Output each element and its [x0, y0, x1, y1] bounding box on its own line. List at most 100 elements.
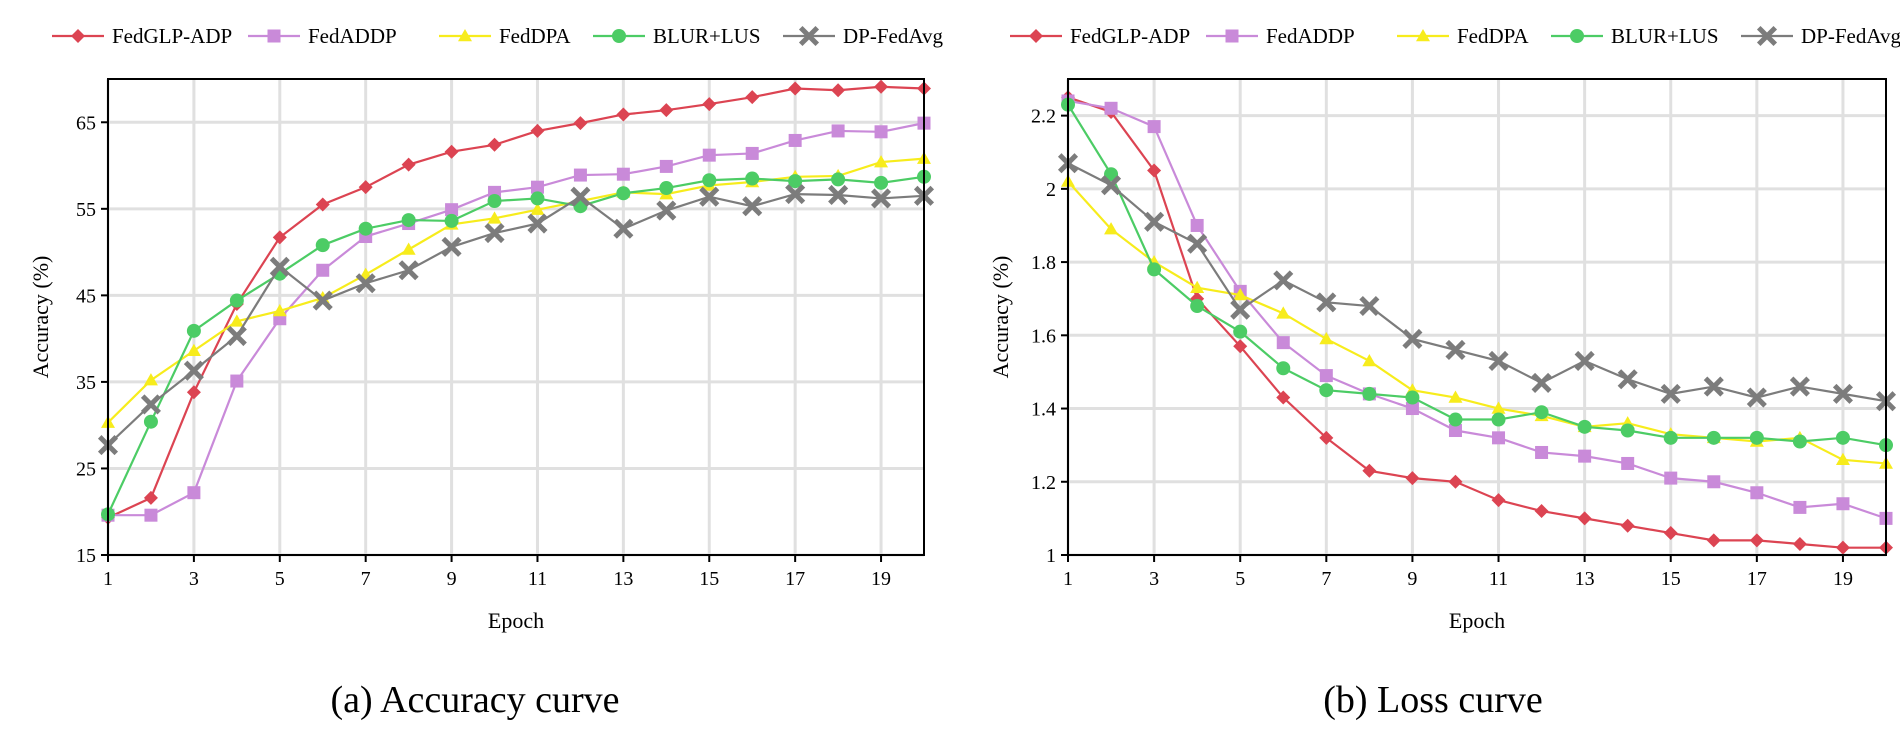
y-tick-label: 35 — [76, 372, 96, 394]
data-point — [1535, 445, 1549, 459]
data-point — [1319, 430, 1334, 445]
data-point — [1448, 424, 1462, 438]
y-tick-label: 1.8 — [1031, 252, 1056, 274]
x-tick-label: 3 — [189, 568, 199, 590]
legend-item-fedaddp: FedADDP — [1206, 24, 1355, 48]
data-point — [1663, 526, 1678, 541]
data-point — [702, 148, 716, 162]
series-fedaddp — [1061, 94, 1893, 525]
legend: FedGLP-ADP FedADDP FedDPA BLUR+LUS DP-FedAvg — [52, 24, 943, 48]
legend-item-blur-lus: BLUR+LUS — [1551, 24, 1719, 48]
x-tick-label: 3 — [1149, 568, 1159, 590]
data-point — [874, 79, 889, 94]
data-point — [831, 172, 846, 187]
data-point — [1835, 540, 1850, 555]
legend-item-dp-fedavg: DP-FedAvg — [1741, 24, 1900, 48]
data-point — [1706, 430, 1721, 445]
data-point — [316, 263, 330, 277]
x-tick-label: 15 — [699, 568, 719, 590]
data-point — [788, 133, 802, 147]
series-line-fedglp-adp — [1067, 96, 1886, 549]
data-point — [828, 184, 849, 206]
data-point — [573, 116, 588, 131]
data-point — [1362, 386, 1377, 401]
data-point — [616, 186, 631, 201]
data-point — [143, 414, 158, 429]
legend-label: FedDPA — [499, 24, 571, 48]
data-point — [1190, 299, 1205, 314]
legend-marker — [612, 29, 626, 43]
data-point — [788, 81, 803, 96]
x-tick-label: 5 — [275, 568, 285, 590]
data-point — [1104, 167, 1119, 182]
data-point — [1792, 537, 1807, 552]
series-feddpa — [101, 151, 931, 428]
legend-label: DP-FedAvg — [1801, 24, 1900, 48]
x-tick-label: 19 — [1833, 568, 1853, 590]
data-point — [315, 238, 330, 253]
data-point — [570, 186, 591, 207]
data-point — [1233, 324, 1248, 339]
y-tick-label: 55 — [76, 199, 96, 221]
data-point — [874, 125, 888, 139]
data-point — [1663, 430, 1678, 445]
chart-caption: (a) Accuracy curve — [330, 679, 619, 721]
data-point — [613, 218, 634, 239]
data-point — [401, 157, 416, 172]
series-blur-lus — [1061, 97, 1893, 453]
y-axis: 15 25 35 45 55 65 — [76, 112, 108, 567]
data-point — [1319, 369, 1333, 383]
data-point — [1405, 402, 1419, 416]
data-point — [1147, 120, 1161, 134]
y-tick-label: 2 — [1046, 179, 1056, 201]
data-point — [1276, 390, 1291, 405]
data-point — [874, 155, 889, 168]
legend-item-blur-lus: BLUR+LUS — [593, 24, 761, 48]
data-point — [1276, 306, 1291, 319]
x-axis: 1 3 5 7 9 11 13 15 17 19 — [103, 555, 891, 590]
series-fedglp-adp — [101, 79, 931, 525]
legend-item-feddpa: FedDPA — [439, 24, 571, 48]
data-point — [1836, 497, 1850, 511]
legend-label: FedGLP-ADP — [112, 24, 232, 48]
x-tick-label: 15 — [1661, 568, 1681, 590]
data-point — [1749, 430, 1764, 445]
data-point — [1749, 533, 1764, 548]
data-point — [1832, 383, 1853, 404]
data-point — [831, 124, 845, 138]
data-point — [1792, 434, 1807, 449]
series-line-feddpa — [107, 157, 925, 424]
data-point — [144, 508, 158, 522]
data-point — [785, 184, 806, 205]
data-point — [1405, 471, 1420, 486]
series-line-blur-lus — [107, 175, 925, 515]
legend-marker — [1756, 25, 1778, 47]
data-point — [1405, 390, 1420, 405]
legend-label: FedADDP — [1266, 24, 1355, 48]
data-point — [1273, 270, 1294, 291]
y-axis-label: Accuracy (%) — [28, 256, 53, 379]
data-point — [702, 173, 717, 188]
data-point — [358, 221, 373, 236]
data-point — [484, 223, 505, 244]
data-point — [444, 213, 459, 228]
y-axis-label: Accuracy (%) — [988, 256, 1013, 379]
data-point — [1746, 387, 1767, 408]
data-point — [1319, 331, 1334, 345]
data-point — [272, 230, 287, 245]
x-tick-label: 9 — [1407, 568, 1417, 590]
legend-label: FedADDP — [308, 24, 397, 48]
legend-label: BLUR+LUS — [653, 24, 761, 48]
legend: FedGLP-ADP FedADDP FedDPA BLUR+LUS DP-FedAvg — [1010, 24, 1900, 48]
data-point — [1448, 412, 1463, 427]
legend-marker — [267, 29, 281, 43]
x-tick-label: 17 — [1747, 568, 1767, 590]
x-axis-label: Epoch — [1449, 608, 1505, 633]
data-point — [1233, 288, 1248, 301]
chart-caption: (b) Loss curve — [1323, 679, 1542, 721]
series-line-feddpa — [1067, 180, 1887, 465]
data-point — [1488, 350, 1509, 371]
loss-chart: 1 3 5 7 9 11 13 15 17 1911.21.41.61.822.2EpochAcc… — [988, 24, 1900, 721]
data-point — [530, 191, 545, 206]
data-point — [659, 103, 674, 118]
